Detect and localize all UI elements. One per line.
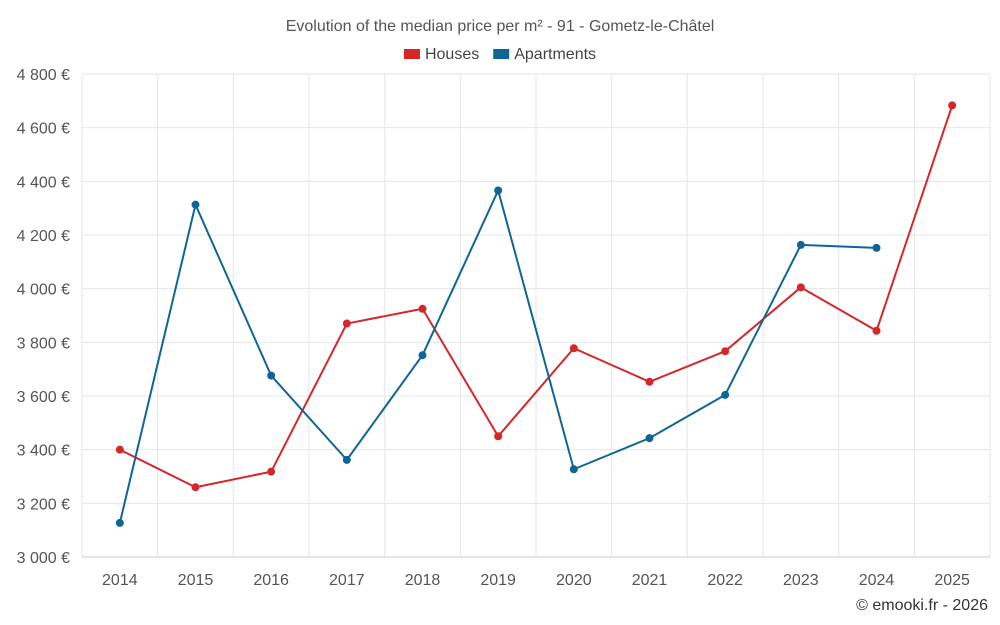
x-tick-label: 2022 <box>707 572 743 589</box>
x-tick-label: 2015 <box>178 572 214 589</box>
data-point-apartments[interactable] <box>645 434 654 443</box>
data-point-apartments[interactable] <box>721 390 730 399</box>
y-tick-label: 3 000 € <box>17 550 70 567</box>
data-point-apartments[interactable] <box>267 371 276 380</box>
data-point-houses[interactable] <box>191 483 200 492</box>
x-tick-label: 2024 <box>859 572 895 589</box>
data-point-houses[interactable] <box>796 283 805 292</box>
x-tick-label: 2017 <box>329 572 365 589</box>
series-group <box>115 101 957 527</box>
x-tick-label: 2019 <box>480 572 516 589</box>
series-houses <box>115 101 957 492</box>
legend: Houses Apartments <box>403 46 596 63</box>
y-tick-label: 3 800 € <box>17 335 70 352</box>
data-point-houses[interactable] <box>721 347 730 356</box>
grid-lines <box>81 73 991 558</box>
data-point-houses[interactable] <box>872 326 881 335</box>
data-point-houses[interactable] <box>948 101 957 110</box>
y-tick-label: 3 400 € <box>17 443 70 460</box>
x-axis: 2014 2015 2016 2017 2018 2019 2020 2021 2022 2023… <box>102 572 970 589</box>
x-tick-label: 2018 <box>405 572 441 589</box>
x-tick-label: 2020 <box>556 572 592 589</box>
data-point-houses[interactable] <box>569 344 578 353</box>
chart-title: Evolution of the median price per m² - 9… <box>286 18 715 35</box>
legend-swatch-houses <box>403 49 420 59</box>
y-tick-label: 4 600 € <box>17 121 70 138</box>
series-line-houses <box>119 105 954 489</box>
data-point-apartments[interactable] <box>796 240 805 249</box>
data-point-houses[interactable] <box>342 319 351 328</box>
data-point-apartments[interactable] <box>872 243 881 252</box>
legend-label-apartments: Apartments <box>514 46 596 63</box>
data-point-apartments[interactable] <box>418 351 427 360</box>
legend-swatch-apartments <box>493 49 510 59</box>
data-point-apartments[interactable] <box>494 186 503 195</box>
x-tick-label: 2016 <box>253 572 289 589</box>
y-tick-label: 3 600 € <box>17 389 70 406</box>
y-tick-label: 3 200 € <box>17 496 70 513</box>
data-point-apartments[interactable] <box>342 455 351 464</box>
y-tick-label: 4 200 € <box>17 228 70 245</box>
data-point-apartments[interactable] <box>115 518 124 527</box>
y-axis: 3 000 € 3 200 € 3 400 € 3 600 € 3 800 € 4 000… <box>17 67 70 567</box>
data-point-houses[interactable] <box>115 445 124 454</box>
x-tick-label: 2021 <box>632 572 668 589</box>
x-tick-label: 2025 <box>934 572 970 589</box>
data-point-houses[interactable] <box>267 467 276 476</box>
data-point-houses[interactable] <box>418 304 427 313</box>
legend-item-houses[interactable]: Houses <box>403 46 479 63</box>
legend-item-apartments[interactable]: Apartments <box>493 46 596 63</box>
y-tick-label: 4 400 € <box>17 174 70 191</box>
data-point-houses[interactable] <box>494 432 503 441</box>
data-point-apartments[interactable] <box>569 465 578 474</box>
y-tick-label: 4 800 € <box>17 67 70 84</box>
x-tick-label: 2014 <box>102 572 138 589</box>
series-apartments <box>115 186 881 527</box>
x-tick-label: 2023 <box>783 572 819 589</box>
data-point-apartments[interactable] <box>191 200 200 209</box>
data-point-houses[interactable] <box>645 377 654 386</box>
credit-text: © emooki.fr - 2026 <box>856 597 988 614</box>
y-tick-label: 4 000 € <box>17 282 70 299</box>
legend-label-houses: Houses <box>425 46 479 63</box>
